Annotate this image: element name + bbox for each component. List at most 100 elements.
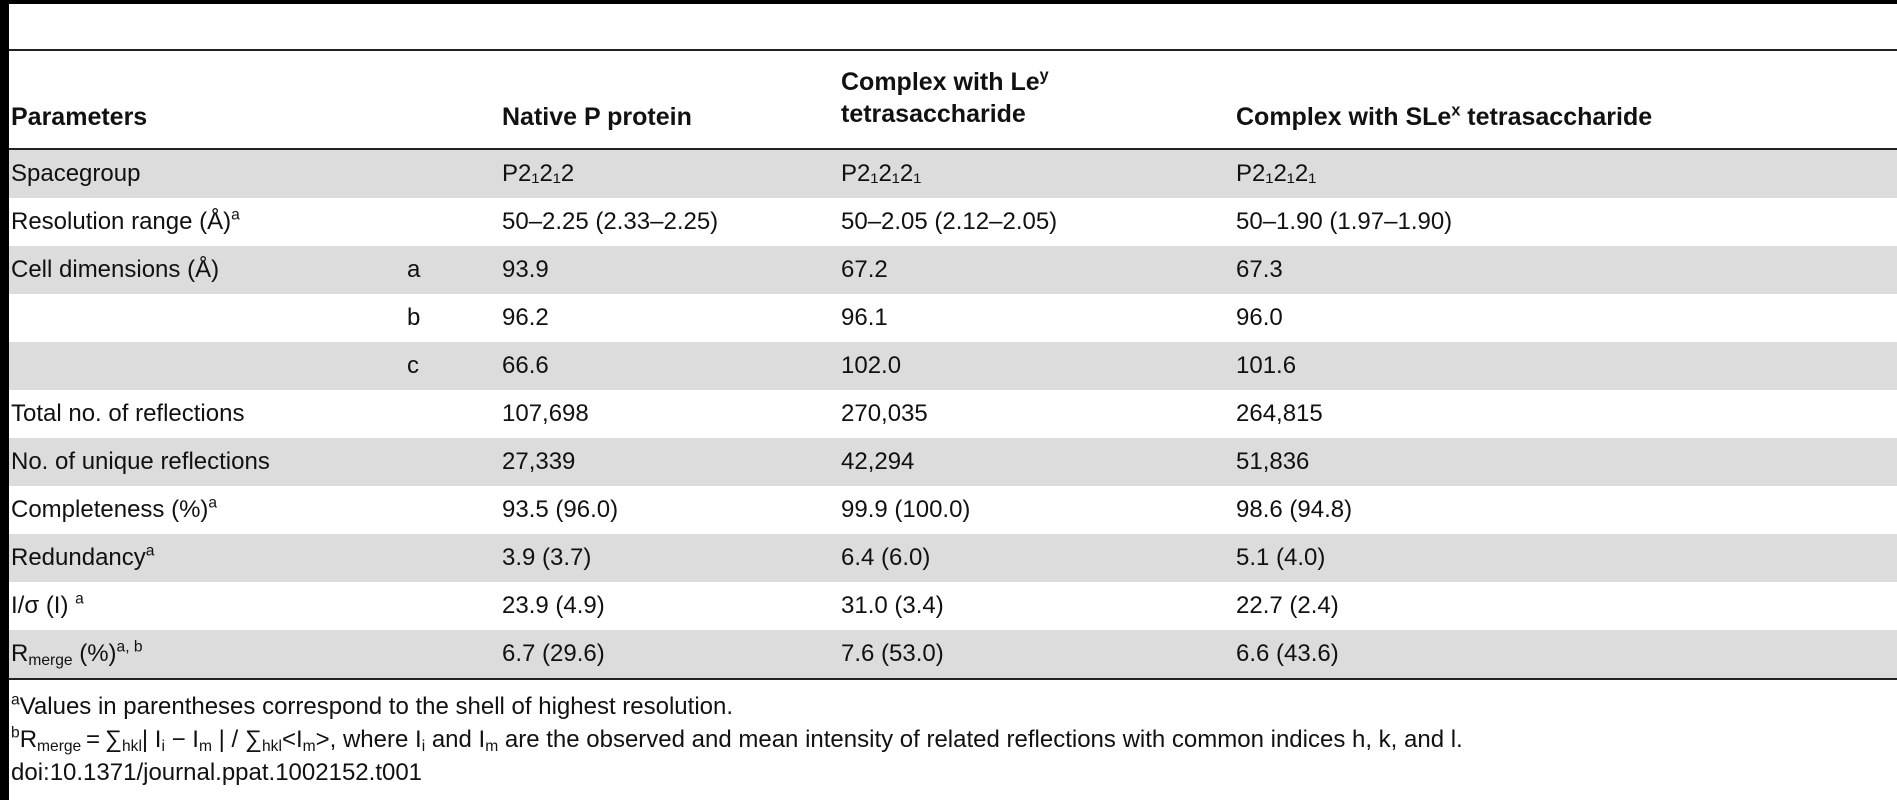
top-border bbox=[0, 0, 1897, 4]
cell-native: 23.9 (4.9) bbox=[502, 592, 605, 619]
cell-complex-slex: P2₁2₁2₁ bbox=[1236, 160, 1317, 187]
cell-dimension-axis: c bbox=[407, 352, 419, 379]
header-ley-line1: Complex with Le bbox=[841, 68, 1040, 96]
cell-native: 6.7 (29.6) bbox=[502, 640, 605, 667]
header-complex-slex: Complex with SLex tetrasaccharide bbox=[1236, 101, 1652, 133]
cell-native: 93.5 (96.0) bbox=[502, 496, 619, 523]
cell-native: 27,339 bbox=[502, 448, 576, 475]
cell-parameter: Total no. of reflections bbox=[11, 390, 244, 438]
cell-complex-slex: 5.1 (4.0) bbox=[1236, 544, 1326, 571]
footnote-b-m1: m bbox=[198, 737, 212, 755]
parameter-text: No. of unique reflections bbox=[11, 448, 270, 475]
footnote-a: aValues in parentheses correspond to the… bbox=[11, 690, 1891, 723]
header-ley-line2: tetrasaccharide bbox=[841, 100, 1026, 128]
footnote-b-r: R bbox=[19, 726, 38, 753]
cell-dimension-axis: b bbox=[407, 304, 421, 331]
parameter-subscript: merge bbox=[28, 651, 73, 669]
table-row: b 96.2 96.1 96.0 bbox=[9, 294, 1897, 342]
cell-native: 3.9 (3.7) bbox=[502, 544, 592, 571]
table-row: Redundancya 3.9 (3.7) 6.4 (6.0) 5.1 (4.0) bbox=[9, 534, 1897, 582]
table-header-row: Parameters Native P protein Complex with… bbox=[9, 58, 1897, 146]
parameter-text: Cell dimensions (Å) bbox=[11, 256, 220, 283]
header-ley-sup: y bbox=[1039, 66, 1049, 85]
cell-parameter: Spacegroup bbox=[11, 150, 140, 198]
cell-complex-slex: 264,815 bbox=[1236, 400, 1323, 427]
cell-parameter: Resolution range (Å)a bbox=[11, 198, 240, 246]
cell-complex-slex: 6.6 (43.6) bbox=[1236, 640, 1339, 667]
cell-native: 93.9 bbox=[502, 256, 549, 283]
cell-complex-ley: 67.2 bbox=[841, 256, 888, 283]
cell-native: 107,698 bbox=[502, 400, 589, 427]
parameter-text: Spacegroup bbox=[11, 160, 141, 187]
cell-complex-slex: 22.7 (2.4) bbox=[1236, 592, 1339, 619]
parameter-text: Total no. of reflections bbox=[11, 400, 245, 427]
doi-line: doi:10.1371/journal.ppat.1002152.t001 bbox=[11, 759, 423, 786]
header-bottom-rule bbox=[9, 148, 1897, 150]
header-slex-pre: Complex with SLe bbox=[1236, 103, 1452, 131]
cell-complex-slex: 51,836 bbox=[1236, 448, 1310, 475]
footnote-b-m3: m bbox=[485, 737, 499, 755]
cell-complex-slex: 101.6 bbox=[1236, 352, 1297, 379]
footnote-a-text: Values in parentheses correspond to the … bbox=[19, 693, 734, 720]
footnote-b-merge: merge bbox=[37, 737, 82, 755]
header-slex-post: tetrasaccharide bbox=[1460, 103, 1653, 131]
cell-native: 66.6 bbox=[502, 352, 549, 379]
cell-dimension-axis: a bbox=[407, 256, 421, 283]
parameter-footnote-marker: a, b bbox=[116, 638, 143, 656]
cell-native: 50–2.25 (2.33–2.25) bbox=[502, 208, 719, 235]
cell-complex-ley: 50–2.05 (2.12–2.05) bbox=[841, 208, 1058, 235]
cell-complex-slex: 98.6 (94.8) bbox=[1236, 496, 1353, 523]
footnote-b-marker: b bbox=[11, 724, 20, 742]
footnote-b-hkl2: hkl bbox=[262, 737, 282, 755]
table-row: No. of unique reflections 27,339 42,294 51,… bbox=[9, 438, 1897, 486]
parameter-text: Resolution range (Å) bbox=[11, 208, 232, 235]
cell-native: P2₁2₁2 bbox=[502, 160, 575, 187]
footnote-b-mid4: <I bbox=[281, 726, 303, 753]
cell-parameter: Cell dimensions (Å) bbox=[11, 246, 219, 294]
footnote-b-eq: = ∑ bbox=[81, 726, 122, 753]
parameter-text: I/σ (I) bbox=[11, 592, 76, 619]
cell-complex-slex: 96.0 bbox=[1236, 304, 1283, 331]
cell-complex-ley: 42,294 bbox=[841, 448, 915, 475]
cell-parameter: No. of unique reflections bbox=[11, 438, 270, 486]
footnote-b-m2: m bbox=[302, 737, 316, 755]
footnote-a-marker: a bbox=[11, 691, 20, 709]
parameter-mid: (%) bbox=[72, 640, 117, 667]
header-native-p-protein: Native P protein bbox=[502, 103, 692, 131]
table-row: Total no. of reflections 107,698 270,035 26… bbox=[9, 390, 1897, 438]
cell-parameter: Redundancya bbox=[11, 534, 154, 582]
footnote-b-mid2: − I bbox=[164, 726, 199, 753]
header-slex-sup: x bbox=[1451, 101, 1461, 120]
cell-complex-ley: 270,035 bbox=[841, 400, 928, 427]
footnote-b: bRmerge = ∑hkl| Ii − Im | / ∑hkl<Im>, wh… bbox=[11, 723, 1891, 756]
header-parameters: Parameters bbox=[11, 103, 148, 131]
cell-complex-slex: 50–1.90 (1.97–1.90) bbox=[1236, 208, 1453, 235]
table-row: Resolution range (Å)a 50–2.25 (2.33–2.25)… bbox=[9, 198, 1897, 246]
footnote-b-mid5: >, where I bbox=[315, 726, 422, 753]
header-top-rule bbox=[9, 49, 1897, 51]
left-border bbox=[0, 0, 9, 800]
parameter-text: R bbox=[11, 640, 29, 667]
parameter-footnote-marker: a bbox=[208, 494, 218, 512]
footnote-b-mid3: | / ∑ bbox=[211, 726, 262, 753]
header-complex-ley: Complex with Ley tetrasaccharide bbox=[841, 66, 1049, 130]
table-row: Completeness (%)a 93.5 (96.0) 99.9 (100.0)… bbox=[9, 486, 1897, 534]
footnote-b-i2: i bbox=[421, 737, 426, 755]
footnote-b-mid6: and I bbox=[425, 726, 486, 753]
cell-complex-ley: 99.9 (100.0) bbox=[841, 496, 971, 523]
footnote-b-hkl1: hkl bbox=[121, 737, 142, 755]
footnotes: aValues in parentheses correspond to the… bbox=[11, 690, 1891, 789]
parameter-footnote-marker: a bbox=[75, 590, 84, 608]
parameter-footnote-marker: a bbox=[231, 206, 240, 224]
parameter-text: Redundancy bbox=[11, 544, 146, 571]
parameter-text: Completeness (%) bbox=[11, 496, 209, 523]
cell-parameter: Completeness (%)a bbox=[11, 486, 217, 534]
table-row: I/σ (I) a 23.9 (4.9) 31.0 (3.4) 22.7 (2.4) bbox=[9, 582, 1897, 630]
footnote-b-i1: i bbox=[161, 737, 165, 755]
cell-complex-ley: P2₁2₁2₁ bbox=[841, 160, 922, 187]
parameter-footnote-marker: a bbox=[145, 542, 155, 560]
table-row: Rmerge (%)a, b 6.7 (29.6) 7.6 (53.0) 6.6 (4… bbox=[9, 630, 1897, 678]
cell-complex-slex: 67.3 bbox=[1236, 256, 1283, 283]
table-bottom-rule bbox=[9, 678, 1897, 680]
